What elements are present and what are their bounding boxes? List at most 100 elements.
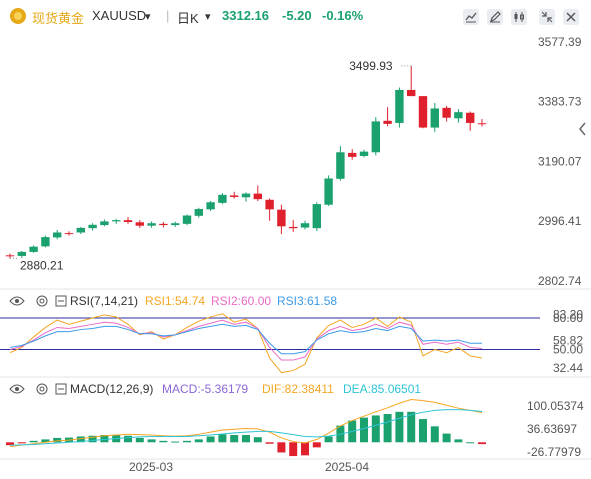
- macd-bar: [124, 435, 132, 443]
- shrink-icon[interactable]: [539, 9, 555, 25]
- macd-settings-icon[interactable]: [36, 383, 48, 395]
- gold-logo-icon: [10, 8, 26, 24]
- rsi-axis-tick: 32.44: [553, 361, 583, 375]
- candle-body: [112, 220, 121, 222]
- macd-bar: [371, 415, 380, 443]
- macd-bar: [324, 436, 333, 443]
- candle-body: [171, 223, 180, 226]
- macd-bar: [301, 442, 309, 456]
- candle-body: [123, 220, 133, 222]
- dea-value: DEA:85.06501: [343, 382, 421, 396]
- dea-line: [9, 409, 483, 446]
- macd-lines: [9, 398, 483, 448]
- candle-body: [300, 223, 310, 228]
- candle-body: [88, 224, 97, 229]
- candle-body: [41, 237, 50, 247]
- macd-bar: [206, 436, 215, 443]
- close-icon[interactable]: [563, 9, 579, 25]
- candle-body: [253, 193, 262, 200]
- price-axis-tick: 2996.41: [538, 214, 582, 228]
- candle-body: [17, 251, 26, 256]
- high-price-label: 3499.93: [349, 59, 393, 73]
- rsi2-value: RSI2:60.00: [211, 294, 271, 308]
- rsi-lines: [0, 313, 540, 374]
- rsi-axis-tick: 50.00: [553, 343, 583, 357]
- candle-body: [5, 255, 15, 257]
- rsi1-line: [9, 313, 483, 374]
- macd-bar: [41, 439, 50, 443]
- interval-selector[interactable]: 日K: [177, 11, 199, 26]
- draw-icon[interactable]: [487, 9, 503, 25]
- macd-bar: [242, 435, 250, 443]
- macd-bar: [29, 440, 38, 443]
- indicator-icon[interactable]: [463, 9, 479, 25]
- macd-bar: [466, 442, 475, 444]
- candle-type-icon[interactable]: [511, 9, 527, 25]
- price-change-pct: -0.16%: [322, 8, 364, 23]
- chevron-left-icon[interactable]: [579, 122, 586, 136]
- macd-axis-tick: 100.05374: [527, 399, 584, 413]
- candle-body: [371, 121, 380, 153]
- candle-body: [64, 233, 74, 235]
- rsi-collapse-icon[interactable]: [55, 295, 67, 307]
- macd-bar: [135, 437, 144, 443]
- candle-body: [442, 107, 451, 118]
- rsi-settings-icon[interactable]: [36, 295, 48, 307]
- rsi3-value: RSI3:61.58: [277, 294, 337, 308]
- candle-body: [230, 195, 239, 198]
- price-axis-tick: 3383.73: [538, 95, 582, 109]
- macd-bar: [100, 435, 109, 443]
- instrument-name[interactable]: 现货黄金: [32, 11, 85, 26]
- macd-bar: [88, 435, 97, 443]
- macd-axis: 100.05374 36.63697 -26.77979: [527, 399, 584, 459]
- rsi-eye-icon[interactable]: [9, 296, 25, 306]
- candle-body: [407, 89, 416, 97]
- candle-body: [135, 222, 144, 226]
- candle-body: [194, 209, 203, 216]
- toolbar: 现货黄金 XAUUSD ▾ | 日K ▾ 3312.16 -5.20 -0.16…: [0, 0, 591, 34]
- price-change: -5.20: [282, 8, 312, 23]
- rsi2-line: [9, 319, 483, 361]
- candle-body: [206, 202, 215, 210]
- candle-body: [265, 199, 274, 210]
- macd-legend: MACD(12,26,9) MACD:-5.36179 DIF:82.38411…: [9, 382, 421, 396]
- low-price-label: 2880.21: [20, 258, 64, 272]
- macd-bar: [407, 411, 416, 443]
- macd-eye-icon[interactable]: [9, 384, 25, 394]
- candle-body: [430, 108, 439, 128]
- rsi-axis-tick: 80.00: [553, 311, 583, 325]
- candle-body: [477, 123, 487, 125]
- macd-bar: [265, 442, 274, 444]
- macd-bar: [171, 441, 180, 443]
- rsi-legend: RSI(7,14,21) RSI1:54.74 RSI2:60.00 RSI3:…: [9, 294, 337, 308]
- macd-bar: [17, 442, 26, 444]
- rsi-axis-tick: 58.82: [553, 333, 583, 347]
- macd-bar: [289, 442, 298, 457]
- macd-bar: [147, 439, 156, 443]
- macd-value: MACD:-5.36179: [162, 382, 248, 396]
- candle-body: [312, 204, 321, 229]
- interval-dropdown-chevron-icon[interactable]: ▾: [205, 11, 211, 23]
- macd-bar: [277, 442, 286, 453]
- macd-bar: [360, 417, 368, 443]
- candle-body: [383, 120, 392, 124]
- candle-body: [348, 152, 357, 157]
- candle-body: [277, 209, 286, 227]
- candle-body: [29, 246, 38, 252]
- macd-bar: [430, 426, 439, 443]
- macd-collapse-icon[interactable]: [55, 383, 67, 395]
- macd-bar: [253, 437, 262, 443]
- candle-body: [218, 194, 227, 203]
- macd-bar: [183, 440, 191, 443]
- macd-axis-tick: 36.63697: [527, 422, 577, 436]
- price-axis-tick: 3190.07: [538, 154, 582, 168]
- instrument-symbol[interactable]: XAUUSD: [92, 8, 147, 23]
- dif-line: [9, 398, 483, 448]
- symbol-dropdown-chevron-icon[interactable]: ▾: [145, 11, 151, 23]
- macd-bar: [454, 439, 463, 443]
- macd-bar: [230, 435, 239, 443]
- candle-body: [395, 89, 404, 123]
- x-axis-label-mar: 2025-03: [129, 460, 173, 474]
- macd-bar: [194, 439, 203, 443]
